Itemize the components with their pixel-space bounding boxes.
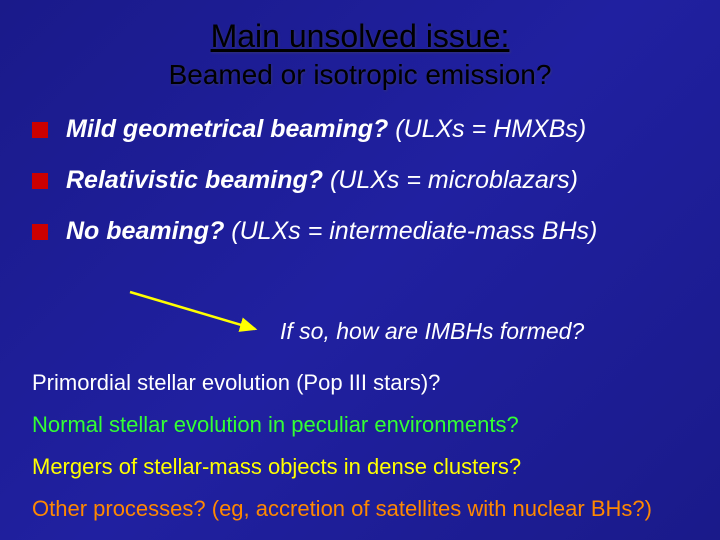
bullet-item: No beaming? (ULXs = intermediate-mass BH… [32, 217, 720, 246]
bullet-marker [32, 173, 48, 189]
bullet-text: Relativistic beaming? (ULXs = microblaza… [66, 166, 578, 195]
slide-title: Main unsolved issue: [0, 0, 720, 55]
bullet-text: Mild geometrical beaming? (ULXs = HMXBs) [66, 115, 586, 144]
bullet-bold: No beaming? [66, 217, 224, 245]
bullet-bold: Mild geometrical beaming? [66, 115, 388, 143]
bullet-text: No beaming? (ULXs = intermediate-mass BH… [66, 217, 597, 246]
bullet-marker [32, 122, 48, 138]
question-line: Mergers of stellar-mass objects in dense… [32, 454, 652, 480]
bullet-item: Relativistic beaming? (ULXs = microblaza… [32, 166, 720, 195]
question-line: Normal stellar evolution in peculiar env… [32, 412, 652, 438]
followup-text: If so, how are IMBHs formed? [280, 318, 584, 345]
bullet-item: Mild geometrical beaming? (ULXs = HMXBs) [32, 115, 720, 144]
bullet-rest: (ULXs = microblazars) [323, 166, 578, 194]
question-list: Primordial stellar evolution (Pop III st… [32, 370, 652, 538]
slide-subtitle: Beamed or isotropic emission? [0, 59, 720, 91]
question-line: Primordial stellar evolution (Pop III st… [32, 370, 652, 396]
bullet-rest: (ULXs = HMXBs) [388, 115, 586, 143]
arrow-icon [120, 284, 270, 349]
bullet-bold: Relativistic beaming? [66, 166, 323, 194]
bullet-rest: (ULXs = intermediate-mass BHs) [224, 217, 597, 245]
question-line: Other processes? (eg, accretion of satel… [32, 496, 652, 522]
bullet-marker [32, 224, 48, 240]
bullet-list: Mild geometrical beaming? (ULXs = HMXBs)… [0, 115, 720, 246]
